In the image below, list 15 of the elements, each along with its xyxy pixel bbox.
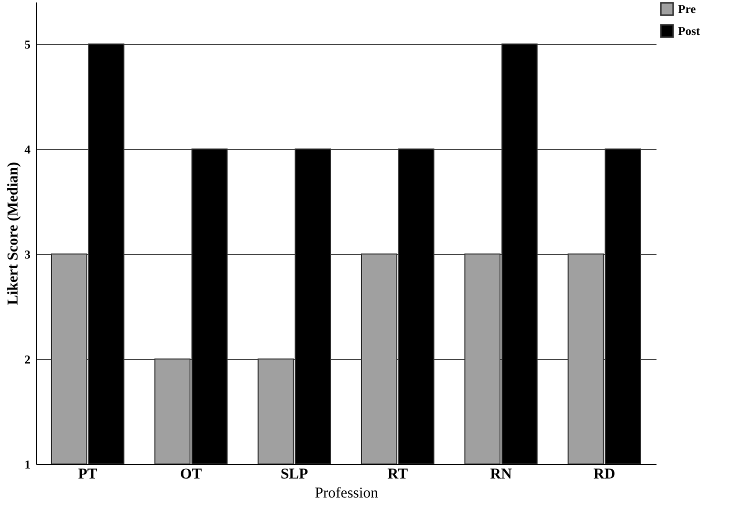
x-tick-label: RT [388,466,408,482]
y-tick-label: 4 [24,142,30,156]
y-tick-label: 5 [24,38,30,52]
legend-label: Post [678,24,700,38]
x-tick-label: RD [593,466,616,482]
y-axis-title: Likert Score (Median) [6,162,22,306]
legend-label: Pre [678,2,696,16]
x-tick-label: SLP [280,466,308,482]
x-tick-label: PT [78,466,98,482]
x-tick-label: RN [490,466,512,482]
y-tick-label: 1 [24,458,30,472]
y-tick-label: 2 [24,352,30,366]
y-tick-label: 3 [24,248,30,262]
x-tick-label: OT [180,466,202,482]
x-axis-title: Profession [314,486,379,502]
